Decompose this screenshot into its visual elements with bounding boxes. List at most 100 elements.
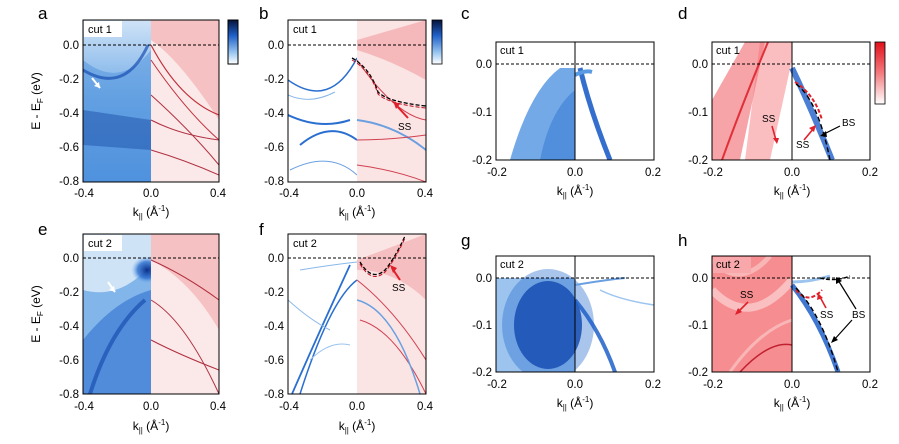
y-ticks-f: 0.0 -0.2 -0.4 -0.6 -0.8 bbox=[264, 253, 284, 401]
ss-annotation: SS bbox=[392, 283, 406, 294]
panel-g: g cut 2 bbox=[461, 231, 655, 373]
x-tick: 0.0 bbox=[567, 167, 583, 179]
x-tick: 0.0 bbox=[567, 379, 583, 391]
panel-h: h cut 2 SS SS BS bbox=[678, 231, 871, 373]
y-tick: 0.0 bbox=[692, 59, 708, 71]
panel-f: f cut 2 SS bbox=[259, 220, 427, 395]
bs-annotation: BS bbox=[842, 118, 856, 129]
x-tick: 0.2 bbox=[645, 167, 661, 179]
panel-letter: c bbox=[461, 4, 470, 23]
x-axis-label: k|| (Å-1) bbox=[339, 204, 376, 221]
cut-label: cut 1 bbox=[293, 24, 317, 36]
y-tick: -0.4 bbox=[59, 108, 79, 120]
panel-letter: a bbox=[38, 4, 48, 23]
x-tick: 0.0 bbox=[784, 379, 800, 391]
x-axis-label: k|| (Å-1) bbox=[133, 204, 170, 221]
y-tick: -0.2 bbox=[264, 287, 284, 299]
panel-a: a cut 1 bbox=[38, 4, 239, 183]
bs-annotation: BS bbox=[852, 310, 866, 321]
cut-label: cut 1 bbox=[716, 45, 740, 57]
y-tick: -0.6 bbox=[264, 355, 284, 367]
y-axis-label-bottom: E - EF (eV) bbox=[29, 285, 45, 343]
cut-label: cut 1 bbox=[88, 24, 112, 36]
x-axis-label: k|| (Å-1) bbox=[774, 183, 811, 200]
panel-letter: b bbox=[259, 4, 268, 23]
y-ticks-b: 0.0 -0.2 -0.4 -0.6 -0.8 bbox=[264, 40, 284, 188]
y-ticks-c: 0.0 -0.1 -0.2 bbox=[472, 59, 492, 167]
y-tick: -0.1 bbox=[472, 320, 492, 332]
y-tick: -0.1 bbox=[688, 107, 708, 119]
y-ticks-g: 0.0 -0.1 -0.2 bbox=[472, 273, 492, 379]
y-tick: -0.2 bbox=[59, 287, 79, 299]
y-tick: -0.8 bbox=[264, 389, 284, 401]
x-tick: -0.4 bbox=[279, 401, 299, 413]
x-tick: 0.0 bbox=[349, 188, 365, 200]
y-tick: -0.8 bbox=[264, 176, 284, 188]
x-tick: 0.0 bbox=[349, 401, 365, 413]
arpes-image bbox=[83, 234, 219, 394]
comparison-zoom-image bbox=[712, 256, 870, 372]
x-tick: 0.2 bbox=[645, 379, 661, 391]
curvature-image bbox=[288, 20, 426, 182]
y-tick: -0.2 bbox=[59, 74, 79, 86]
y-tick: -0.2 bbox=[472, 155, 492, 167]
y-ticks-a: 0.0 -0.2 -0.4 -0.6 -0.8 bbox=[59, 40, 79, 188]
y-tick: -0.4 bbox=[264, 321, 284, 333]
ss-annotation-left: SS bbox=[740, 290, 754, 301]
x-tick: 0.0 bbox=[143, 188, 159, 200]
cut-label: cut 2 bbox=[293, 238, 317, 250]
x-tick: 0.0 bbox=[784, 167, 800, 179]
x-axis-label: k|| (Å-1) bbox=[774, 395, 811, 412]
x-tick: 0.2 bbox=[862, 379, 878, 391]
x-ticks-a: -0.4 0.0 0.4 bbox=[74, 188, 227, 200]
panel-letter: f bbox=[259, 220, 264, 239]
x-axis-label: k|| (Å-1) bbox=[557, 183, 594, 200]
y-tick: -0.2 bbox=[264, 74, 284, 86]
y-ticks-d: 0.0 -0.1 -0.2 bbox=[688, 59, 708, 167]
y-tick: -0.1 bbox=[472, 107, 492, 119]
x-tick: -0.4 bbox=[74, 188, 94, 200]
x-tick: 0.0 bbox=[143, 401, 159, 413]
panel-letter: g bbox=[461, 231, 470, 250]
y-ticks-e: 0.0 -0.2 -0.4 -0.6 -0.8 bbox=[59, 253, 79, 401]
comparison-zoom-image bbox=[712, 42, 870, 160]
x-tick: -0.4 bbox=[279, 188, 299, 200]
ss-annotation-left: SS bbox=[762, 114, 776, 125]
x-ticks-f: -0.4 0.0 0.4 bbox=[279, 401, 434, 413]
y-tick: 0.0 bbox=[692, 273, 708, 285]
x-ticks-b: -0.4 0.0 0.4 bbox=[279, 188, 434, 200]
x-tick: -0.2 bbox=[703, 167, 723, 179]
curvature-image bbox=[288, 234, 426, 394]
y-tick: -0.4 bbox=[59, 321, 79, 333]
x-ticks-d: -0.2 0.0 0.2 bbox=[703, 167, 878, 179]
arpes-zoom-image bbox=[496, 256, 654, 372]
y-tick: -0.8 bbox=[59, 176, 79, 188]
panel-e: e cut 2 bbox=[38, 220, 220, 395]
y-tick: 0.0 bbox=[476, 273, 492, 285]
x-ticks-c: -0.2 0.0 0.2 bbox=[487, 167, 661, 179]
x-tick: 0.4 bbox=[417, 401, 434, 413]
x-axis-label: k|| (Å-1) bbox=[557, 395, 594, 412]
y-axis-label-top: E - EF (eV) bbox=[29, 72, 45, 130]
arpes-zoom-image bbox=[496, 42, 654, 160]
cut-label: cut 2 bbox=[500, 259, 524, 271]
y-tick: -0.4 bbox=[264, 108, 284, 120]
x-tick: 0.2 bbox=[862, 167, 878, 179]
colorbar bbox=[874, 41, 886, 105]
y-tick: -0.2 bbox=[688, 155, 708, 167]
panel-b: b cut 1 SS bbox=[259, 4, 443, 183]
y-tick: -0.6 bbox=[264, 142, 284, 154]
x-tick: -0.2 bbox=[487, 379, 507, 391]
y-tick: -0.6 bbox=[59, 355, 79, 367]
x-tick: 0.4 bbox=[210, 188, 227, 200]
panel-letter: h bbox=[678, 231, 687, 250]
colorbar bbox=[227, 19, 239, 65]
x-axis-label: k|| (Å-1) bbox=[339, 418, 376, 435]
x-tick: -0.4 bbox=[74, 401, 94, 413]
colorbar bbox=[431, 19, 443, 65]
y-tick: -0.6 bbox=[59, 142, 79, 154]
panel-c: c cut 1 bbox=[461, 4, 655, 161]
y-tick: -0.2 bbox=[688, 367, 708, 379]
ss-annotation-right: SS bbox=[820, 310, 834, 321]
